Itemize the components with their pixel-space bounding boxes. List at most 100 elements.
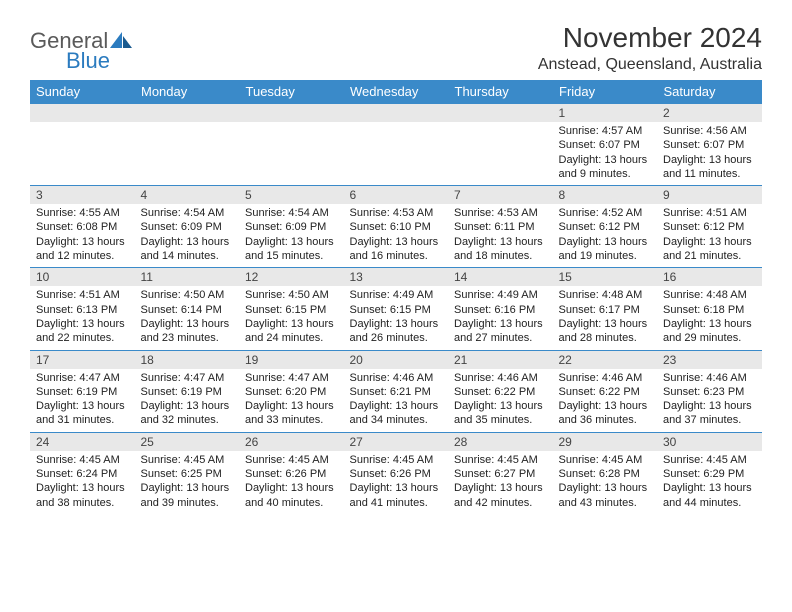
daylight-line: Daylight: 13 hours and 42 minutes. [454, 481, 547, 510]
day-content-cell [344, 122, 449, 186]
day-number-cell: 4 [135, 186, 240, 205]
daylight-line: Daylight: 13 hours and 44 minutes. [663, 481, 756, 510]
sunrise-line: Sunrise: 4:47 AM [245, 371, 338, 385]
day-number-cell: 1 [553, 104, 658, 123]
logo-sail-icon [110, 32, 134, 50]
day-content-row: Sunrise: 4:55 AMSunset: 6:08 PMDaylight:… [30, 204, 762, 268]
sunset-line: Sunset: 6:28 PM [559, 467, 652, 481]
daylight-line: Daylight: 13 hours and 43 minutes. [559, 481, 652, 510]
day-number-cell: 6 [344, 186, 449, 205]
daylight-line: Daylight: 13 hours and 35 minutes. [454, 399, 547, 428]
day-number-cell: 16 [657, 268, 762, 287]
sunset-line: Sunset: 6:09 PM [141, 220, 234, 234]
daylight-line: Daylight: 13 hours and 33 minutes. [245, 399, 338, 428]
location-text: Anstead, Queensland, Australia [538, 56, 762, 74]
sunset-line: Sunset: 6:09 PM [245, 220, 338, 234]
day-number-cell: 25 [135, 432, 240, 451]
weekday-header: Friday [553, 80, 658, 104]
sunrise-line: Sunrise: 4:57 AM [559, 124, 652, 138]
daylight-line: Daylight: 13 hours and 27 minutes. [454, 317, 547, 346]
day-number-cell: 3 [30, 186, 135, 205]
sunrise-line: Sunrise: 4:45 AM [559, 453, 652, 467]
sunrise-line: Sunrise: 4:45 AM [245, 453, 338, 467]
day-content-cell: Sunrise: 4:45 AMSunset: 6:29 PMDaylight:… [657, 451, 762, 514]
sunrise-line: Sunrise: 4:50 AM [245, 288, 338, 302]
day-content-cell: Sunrise: 4:45 AMSunset: 6:27 PMDaylight:… [448, 451, 553, 514]
sunset-line: Sunset: 6:16 PM [454, 303, 547, 317]
day-number-cell: 17 [30, 350, 135, 369]
day-number-row: 12 [30, 104, 762, 123]
daylight-line: Daylight: 13 hours and 29 minutes. [663, 317, 756, 346]
sunrise-line: Sunrise: 4:45 AM [141, 453, 234, 467]
day-content-cell [135, 122, 240, 186]
sunset-line: Sunset: 6:18 PM [663, 303, 756, 317]
sunrise-line: Sunrise: 4:50 AM [141, 288, 234, 302]
day-number-cell: 15 [553, 268, 658, 287]
daylight-line: Daylight: 13 hours and 22 minutes. [36, 317, 129, 346]
day-content-cell [448, 122, 553, 186]
sunset-line: Sunset: 6:15 PM [245, 303, 338, 317]
sunset-line: Sunset: 6:10 PM [350, 220, 443, 234]
day-number-cell: 12 [239, 268, 344, 287]
day-content-cell: Sunrise: 4:50 AMSunset: 6:15 PMDaylight:… [239, 286, 344, 350]
weekday-header: Thursday [448, 80, 553, 104]
day-content-cell [239, 122, 344, 186]
sunset-line: Sunset: 6:26 PM [245, 467, 338, 481]
day-number-cell: 22 [553, 350, 658, 369]
sunrise-line: Sunrise: 4:51 AM [36, 288, 129, 302]
day-number-cell: 20 [344, 350, 449, 369]
day-number-row: 3456789 [30, 186, 762, 205]
day-content-cell: Sunrise: 4:52 AMSunset: 6:12 PMDaylight:… [553, 204, 658, 268]
daylight-line: Daylight: 13 hours and 16 minutes. [350, 235, 443, 264]
daylight-line: Daylight: 13 hours and 41 minutes. [350, 481, 443, 510]
day-content-cell: Sunrise: 4:55 AMSunset: 6:08 PMDaylight:… [30, 204, 135, 268]
logo: General Blue [30, 28, 134, 74]
daylight-line: Daylight: 13 hours and 21 minutes. [663, 235, 756, 264]
sunset-line: Sunset: 6:12 PM [663, 220, 756, 234]
day-number-cell: 2 [657, 104, 762, 123]
daylight-line: Daylight: 13 hours and 24 minutes. [245, 317, 338, 346]
day-content-cell: Sunrise: 4:53 AMSunset: 6:11 PMDaylight:… [448, 204, 553, 268]
sunrise-line: Sunrise: 4:46 AM [663, 371, 756, 385]
day-number-cell [135, 104, 240, 123]
day-content-cell: Sunrise: 4:54 AMSunset: 6:09 PMDaylight:… [239, 204, 344, 268]
day-number-cell: 19 [239, 350, 344, 369]
day-content-cell: Sunrise: 4:57 AMSunset: 6:07 PMDaylight:… [553, 122, 658, 186]
day-content-cell: Sunrise: 4:48 AMSunset: 6:18 PMDaylight:… [657, 286, 762, 350]
sunrise-line: Sunrise: 4:46 AM [454, 371, 547, 385]
sunrise-line: Sunrise: 4:55 AM [36, 206, 129, 220]
sunrise-line: Sunrise: 4:49 AM [350, 288, 443, 302]
day-number-cell [30, 104, 135, 123]
calendar-body: 12 Sunrise: 4:57 AMSunset: 6:07 PMDaylig… [30, 104, 762, 514]
day-content-cell: Sunrise: 4:45 AMSunset: 6:24 PMDaylight:… [30, 451, 135, 514]
day-number-cell: 13 [344, 268, 449, 287]
sunrise-line: Sunrise: 4:45 AM [454, 453, 547, 467]
day-content-cell: Sunrise: 4:48 AMSunset: 6:17 PMDaylight:… [553, 286, 658, 350]
daylight-line: Daylight: 13 hours and 39 minutes. [141, 481, 234, 510]
sunset-line: Sunset: 6:07 PM [663, 138, 756, 152]
day-content-cell: Sunrise: 4:56 AMSunset: 6:07 PMDaylight:… [657, 122, 762, 186]
daylight-line: Daylight: 13 hours and 32 minutes. [141, 399, 234, 428]
sunset-line: Sunset: 6:19 PM [36, 385, 129, 399]
weekday-header: Wednesday [344, 80, 449, 104]
title-block: November 2024 Anstead, Queensland, Austr… [538, 22, 762, 74]
daylight-line: Daylight: 13 hours and 28 minutes. [559, 317, 652, 346]
day-content-cell: Sunrise: 4:54 AMSunset: 6:09 PMDaylight:… [135, 204, 240, 268]
day-content-cell: Sunrise: 4:47 AMSunset: 6:20 PMDaylight:… [239, 369, 344, 433]
daylight-line: Daylight: 13 hours and 26 minutes. [350, 317, 443, 346]
day-number-cell: 14 [448, 268, 553, 287]
daylight-line: Daylight: 13 hours and 12 minutes. [36, 235, 129, 264]
day-number-cell: 7 [448, 186, 553, 205]
sunset-line: Sunset: 6:08 PM [36, 220, 129, 234]
day-number-cell: 26 [239, 432, 344, 451]
sunset-line: Sunset: 6:26 PM [350, 467, 443, 481]
daylight-line: Daylight: 13 hours and 14 minutes. [141, 235, 234, 264]
day-number-row: 24252627282930 [30, 432, 762, 451]
sunrise-line: Sunrise: 4:48 AM [663, 288, 756, 302]
calendar-page: General Blue November 2024 Anstead, Quee… [0, 0, 792, 524]
sunrise-line: Sunrise: 4:53 AM [350, 206, 443, 220]
day-number-cell: 5 [239, 186, 344, 205]
weekday-header: Monday [135, 80, 240, 104]
sunset-line: Sunset: 6:12 PM [559, 220, 652, 234]
day-content-cell: Sunrise: 4:45 AMSunset: 6:25 PMDaylight:… [135, 451, 240, 514]
